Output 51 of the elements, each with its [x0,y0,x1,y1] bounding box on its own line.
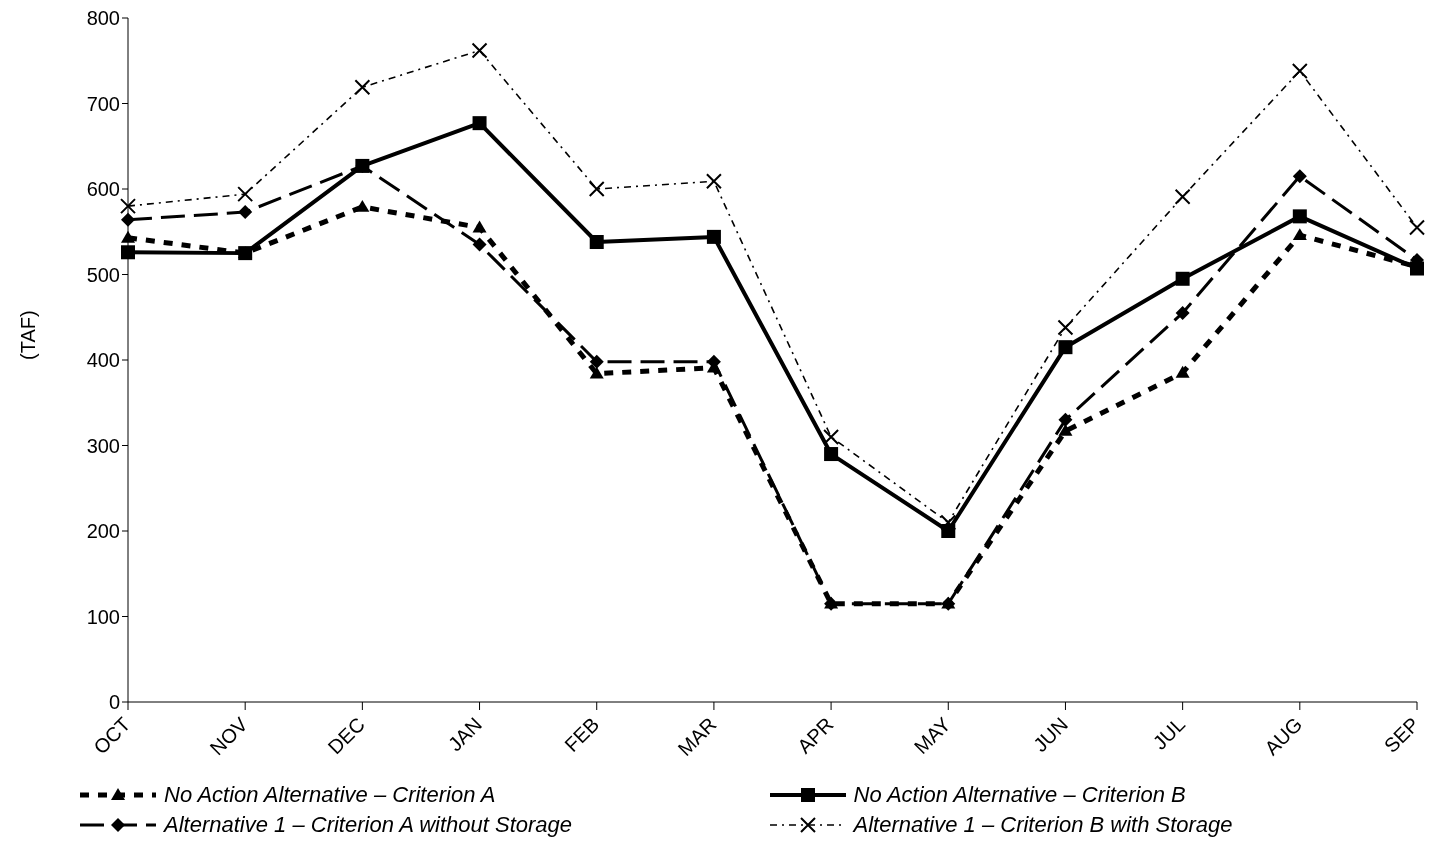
point [1175,365,1190,378]
point [355,199,370,212]
point [823,428,840,445]
point [1058,412,1073,427]
y-tick-label: 700 [86,92,120,115]
y-tick-label: 200 [86,520,120,543]
point [121,245,135,260]
y-axis-title: (TAF) [17,310,40,360]
point [588,181,605,197]
point [1292,209,1307,224]
point [824,447,839,462]
legend-label: Alternative 1 – Criterion B with Storage [853,812,1233,838]
y-tick-label: 500 [86,263,120,286]
point [1058,340,1073,355]
point [237,186,254,203]
point [354,79,371,96]
point [705,173,722,190]
point [1291,63,1308,80]
point [1175,271,1190,286]
x-tick-label: JAN [443,713,487,756]
point [472,116,487,131]
point [472,237,487,252]
point [1057,319,1074,336]
y-tick-label: 100 [86,605,120,628]
x-tick-label: JUL [1148,713,1190,754]
point [1174,188,1191,205]
legend-label: No Action Alternative – Criterion A [164,782,496,808]
y-tick-label: 600 [86,178,120,201]
point [589,354,604,369]
point [1409,219,1425,236]
point [1175,305,1190,320]
y-tick-label: 0 [108,691,120,714]
point [471,42,488,59]
point [706,229,721,244]
point [1292,169,1307,184]
point [120,198,136,215]
y-tick-label: 800 [86,7,120,30]
legend-label: Alternative 1 – Criterion A without Storage [164,812,573,838]
point [1058,423,1073,436]
y-tick-label: 400 [86,349,120,372]
x-tick-label: SEP [1379,713,1424,757]
point [472,220,487,233]
point [589,366,604,379]
point [121,230,135,243]
point [121,212,135,227]
point [238,205,253,220]
legend-label: No Action Alternative – Criterion B [853,782,1186,808]
y-tick-label: 300 [86,434,120,457]
point [1292,228,1307,241]
x-tick-label: FEB [560,713,604,757]
point [589,235,604,250]
